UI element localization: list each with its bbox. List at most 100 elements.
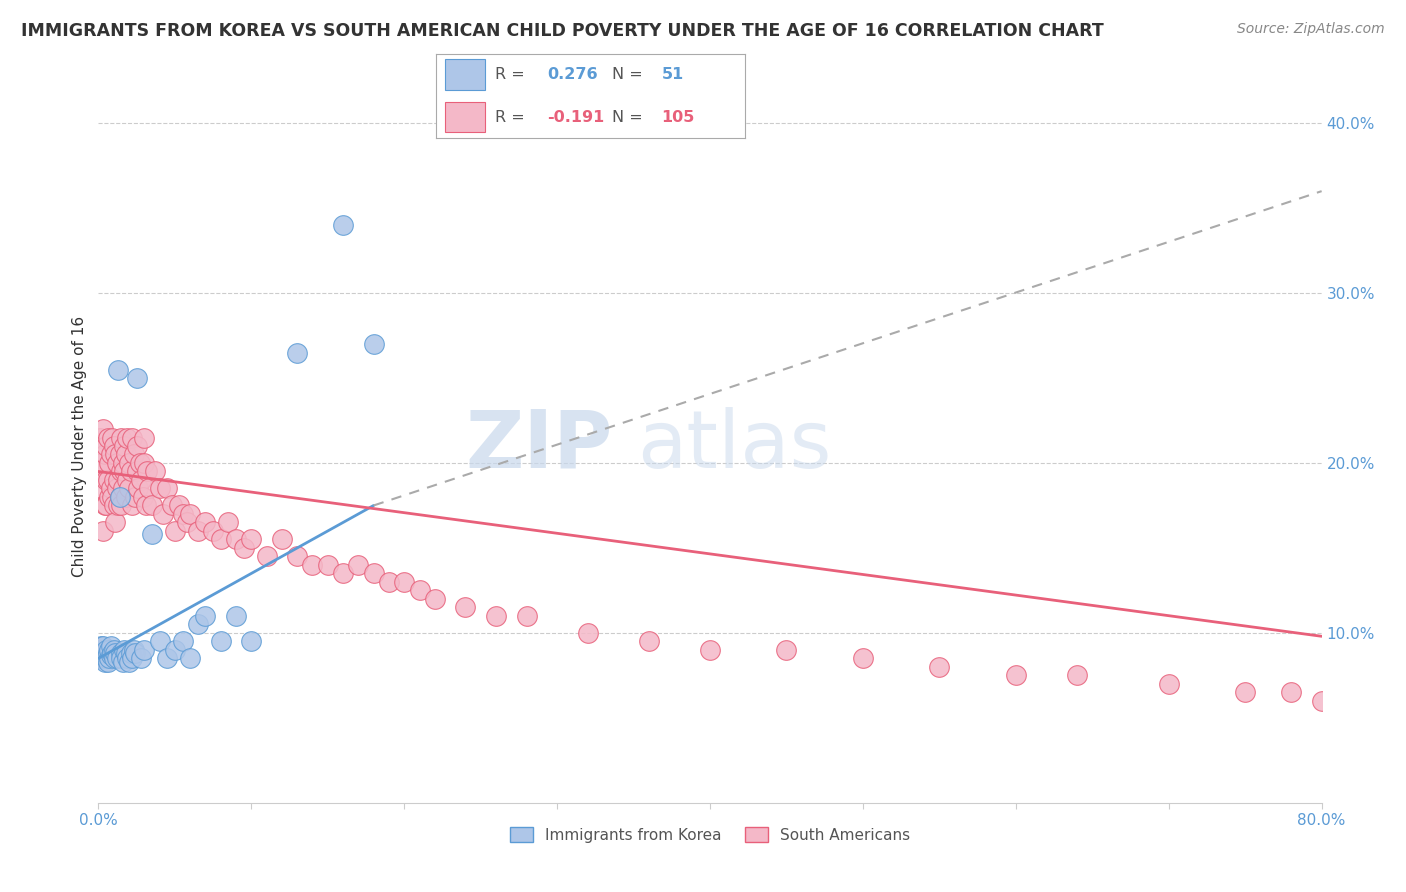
Point (112, 643, 135, 657)
Point (93, 499, 115, 513)
Point (107, 499, 129, 513)
Point (117, 473, 139, 487)
Point (132, 490, 155, 504)
Point (202, 524, 225, 538)
Point (1066, 668, 1088, 682)
Point (363, 337, 385, 351)
Point (110, 499, 132, 513)
Point (1310, 694, 1333, 708)
Text: N =: N = (612, 67, 648, 82)
Point (100, 482, 122, 496)
Point (187, 524, 209, 538)
Point (98, 643, 121, 657)
Point (105, 651, 128, 665)
Point (94, 439, 117, 453)
Point (90, 482, 112, 496)
Legend: Immigrants from Korea, South Americans: Immigrants from Korea, South Americans (503, 821, 917, 848)
Point (209, 533, 232, 547)
Point (105, 456, 128, 470)
Point (111, 482, 134, 496)
Point (103, 439, 125, 453)
Point (101, 430, 124, 444)
Point (117, 430, 139, 444)
Point (240, 533, 263, 547)
Point (160, 499, 183, 513)
Point (94, 473, 117, 487)
Point (187, 617, 209, 632)
Point (111, 456, 134, 470)
Point (172, 634, 194, 648)
Text: R =: R = (495, 110, 530, 125)
Point (100, 640, 122, 654)
Point (98, 456, 121, 470)
Point (163, 524, 186, 538)
Point (97, 473, 120, 487)
Point (115, 448, 138, 462)
Bar (446, 60, 485, 90)
Point (120, 646, 142, 660)
Point (101, 490, 124, 504)
Point (149, 634, 172, 648)
Point (347, 558, 370, 572)
Point (516, 608, 538, 623)
Point (103, 643, 125, 657)
Text: ZIP: ZIP (465, 407, 612, 485)
Point (112, 439, 135, 453)
Point (110, 430, 132, 444)
Point (217, 516, 239, 530)
Point (124, 490, 146, 504)
Point (127, 482, 149, 496)
Point (285, 345, 308, 359)
Point (454, 600, 477, 615)
Point (125, 439, 148, 453)
Point (90, 640, 112, 654)
Point (115, 646, 138, 660)
Point (100, 648, 122, 662)
Point (103, 499, 125, 513)
Point (363, 566, 385, 581)
Text: R =: R = (495, 67, 530, 82)
Point (111, 655, 134, 669)
Point (332, 218, 354, 232)
Point (98, 490, 121, 504)
Point (107, 473, 129, 487)
Point (141, 499, 163, 513)
Text: 105: 105 (662, 110, 695, 125)
Point (90, 646, 112, 660)
Point (169, 499, 191, 513)
Point (100, 448, 122, 462)
Point (125, 371, 148, 385)
Point (108, 490, 131, 504)
Point (485, 608, 508, 623)
Point (928, 660, 950, 674)
Point (301, 558, 323, 572)
Point (143, 465, 166, 479)
Point (138, 482, 160, 496)
Point (128, 456, 150, 470)
Point (270, 533, 292, 547)
Point (176, 516, 198, 530)
Point (134, 430, 156, 444)
Point (110, 465, 132, 479)
Point (101, 646, 124, 660)
Point (91, 422, 114, 436)
Point (232, 541, 254, 555)
Point (105, 482, 128, 496)
Point (141, 527, 163, 541)
Point (93, 655, 115, 669)
Point (110, 646, 132, 660)
Point (423, 591, 446, 606)
Point (90, 456, 112, 470)
Point (122, 643, 145, 657)
Point (97, 430, 120, 444)
Point (103, 473, 125, 487)
Text: IMMIGRANTS FROM KOREA VS SOUTH AMERICAN CHILD POVERTY UNDER THE AGE OF 16 CORREL: IMMIGRANTS FROM KOREA VS SOUTH AMERICAN … (21, 22, 1104, 40)
Point (576, 626, 599, 640)
Point (89, 651, 111, 665)
Point (156, 482, 179, 496)
Point (194, 608, 217, 623)
Point (118, 456, 141, 470)
Point (225, 533, 247, 547)
Point (1157, 677, 1180, 691)
Point (93, 448, 115, 462)
